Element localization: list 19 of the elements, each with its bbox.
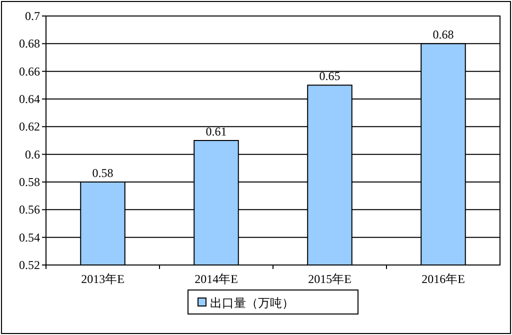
- data-label: 0.61: [206, 124, 227, 138]
- y-tick-label: 0.54: [19, 230, 40, 244]
- y-tick-label: 0.58: [19, 175, 40, 189]
- y-tick-label: 0.64: [19, 92, 40, 106]
- y-tick-label: 0.6: [25, 147, 40, 162]
- data-label: 0.65: [319, 69, 340, 84]
- x-tick-label: 2014年E: [194, 272, 238, 286]
- y-tick-label: 0.56: [19, 202, 40, 217]
- data-label: 0.68: [432, 28, 454, 42]
- y-tick-label: 0.52: [19, 258, 40, 272]
- y-tick-label: 0.68: [19, 36, 40, 51]
- y-tick-label: 0.66: [19, 64, 40, 78]
- data-label: 0.58: [92, 166, 114, 180]
- y-tick-label: 0.7: [25, 9, 40, 23]
- x-tick-label: 2013年E: [81, 272, 124, 286]
- x-tick-label: 2016年E: [422, 272, 465, 286]
- y-tick-label: 0.62: [19, 120, 40, 134]
- x-tick-label: 2015年E: [308, 272, 352, 286]
- legend-label: 出口量（万吨）: [210, 296, 294, 310]
